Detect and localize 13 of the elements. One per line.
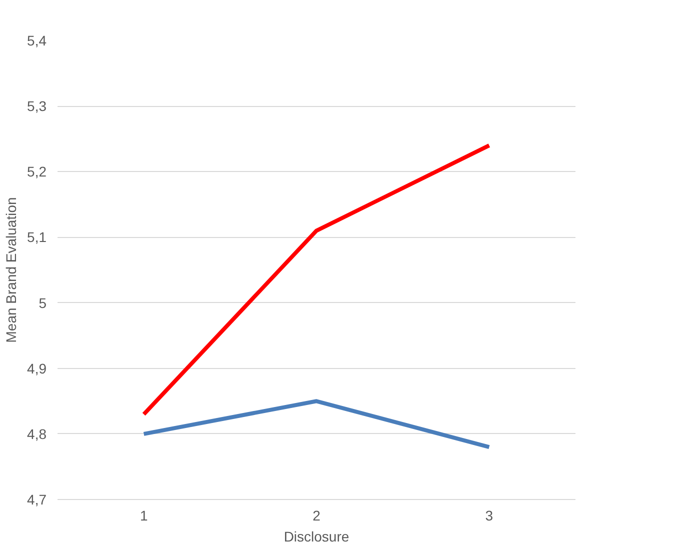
x-tick-label: 3 [485, 508, 494, 524]
y-axis-title: Mean Brand Evaluation [3, 197, 20, 343]
x-tick-label: 2 [312, 508, 321, 524]
y-tick-label: 4,9 [27, 360, 47, 376]
x-tick-label: 1 [140, 508, 148, 524]
y-tick-label: 4,7 [27, 492, 47, 508]
y-tick-label: 5,4 [27, 32, 47, 48]
y-tick-label: 4,8 [27, 426, 47, 442]
x-axis-title: Disclosure [284, 528, 350, 544]
y-tick-label: 5,3 [27, 98, 47, 114]
y-tick-label: 5,2 [27, 164, 47, 180]
y-tick-label: 5 [38, 294, 47, 311]
y-tick-label: 5,1 [27, 229, 47, 246]
